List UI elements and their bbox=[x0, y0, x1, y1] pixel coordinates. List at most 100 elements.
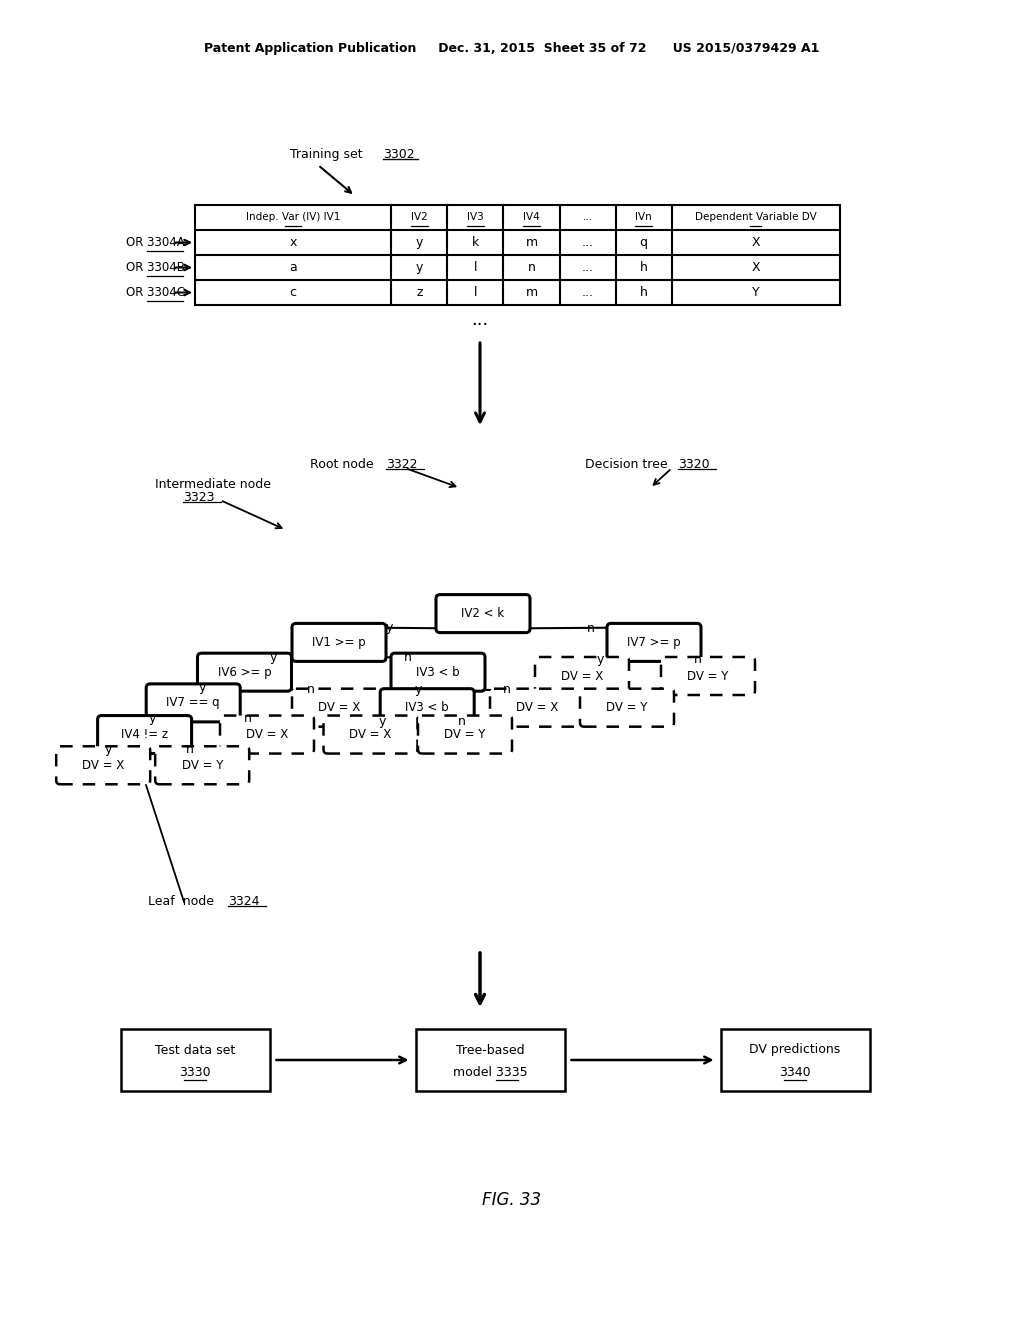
Text: 3320: 3320 bbox=[678, 458, 710, 471]
FancyBboxPatch shape bbox=[721, 1030, 869, 1092]
Text: 3324: 3324 bbox=[228, 895, 259, 908]
Text: y: y bbox=[416, 261, 423, 275]
FancyBboxPatch shape bbox=[56, 746, 151, 784]
Text: IV7 >= p: IV7 >= p bbox=[627, 636, 681, 649]
Text: 3323: 3323 bbox=[183, 491, 214, 504]
Text: h: h bbox=[640, 286, 647, 300]
Text: Training set: Training set bbox=[290, 148, 367, 161]
Text: Y: Y bbox=[752, 286, 760, 300]
Text: DV = X: DV = X bbox=[516, 701, 558, 714]
Text: y: y bbox=[415, 684, 422, 697]
Text: X: X bbox=[752, 261, 760, 275]
Text: IV4 != z: IV4 != z bbox=[121, 729, 168, 741]
Text: ...: ... bbox=[582, 261, 594, 275]
Text: Intermediate node: Intermediate node bbox=[155, 478, 271, 491]
Text: model 3335: model 3335 bbox=[453, 1065, 527, 1078]
Text: IV3: IV3 bbox=[467, 213, 483, 223]
Text: DV = Y: DV = Y bbox=[606, 701, 648, 714]
Text: n: n bbox=[587, 622, 595, 635]
Text: DV predictions: DV predictions bbox=[750, 1044, 841, 1056]
FancyBboxPatch shape bbox=[607, 623, 701, 661]
FancyBboxPatch shape bbox=[146, 684, 241, 722]
Text: X: X bbox=[752, 236, 760, 249]
FancyBboxPatch shape bbox=[198, 653, 292, 692]
Text: DV = X: DV = X bbox=[561, 669, 603, 682]
Text: OR 3304C: OR 3304C bbox=[126, 286, 185, 300]
Text: ...: ... bbox=[582, 236, 594, 249]
FancyBboxPatch shape bbox=[391, 653, 485, 692]
Text: FIG. 33: FIG. 33 bbox=[482, 1191, 542, 1209]
Text: IV3 < b: IV3 < b bbox=[416, 665, 460, 678]
Text: DV = Y: DV = Y bbox=[444, 729, 485, 741]
FancyBboxPatch shape bbox=[436, 594, 530, 632]
Text: a: a bbox=[289, 261, 297, 275]
Text: IV7 == q: IV7 == q bbox=[166, 697, 220, 709]
Text: Dependent Variable DV: Dependent Variable DV bbox=[695, 213, 817, 223]
FancyBboxPatch shape bbox=[156, 746, 249, 784]
Text: Decision tree: Decision tree bbox=[585, 458, 672, 471]
Text: Tree-based: Tree-based bbox=[456, 1044, 524, 1056]
Text: Indep. Var (IV) IV1: Indep. Var (IV) IV1 bbox=[246, 213, 340, 223]
Text: 3330: 3330 bbox=[179, 1065, 211, 1078]
Text: y: y bbox=[199, 681, 206, 694]
Text: DV = X: DV = X bbox=[82, 759, 124, 772]
Text: 3302: 3302 bbox=[383, 148, 415, 161]
Text: DV = X: DV = X bbox=[317, 701, 360, 714]
FancyBboxPatch shape bbox=[490, 689, 584, 727]
FancyBboxPatch shape bbox=[380, 689, 474, 727]
FancyBboxPatch shape bbox=[220, 715, 314, 754]
Text: DV = Y: DV = Y bbox=[181, 759, 223, 772]
Text: y: y bbox=[386, 622, 393, 635]
Text: Root node: Root node bbox=[310, 458, 378, 471]
Text: OR 3304A: OR 3304A bbox=[126, 236, 185, 249]
Text: z: z bbox=[416, 286, 423, 300]
FancyBboxPatch shape bbox=[535, 657, 629, 696]
Text: IV3 < b: IV3 < b bbox=[406, 701, 449, 714]
Text: y: y bbox=[104, 743, 112, 756]
Text: m: m bbox=[525, 286, 538, 300]
Text: y: y bbox=[416, 236, 423, 249]
Text: n: n bbox=[458, 714, 466, 727]
Text: Patent Application Publication     Dec. 31, 2015  Sheet 35 of 72      US 2015/03: Patent Application Publication Dec. 31, … bbox=[205, 42, 819, 55]
FancyBboxPatch shape bbox=[418, 715, 512, 754]
Text: y: y bbox=[597, 652, 604, 665]
Text: q: q bbox=[640, 236, 648, 249]
Text: IV4: IV4 bbox=[523, 213, 540, 223]
Text: y: y bbox=[378, 714, 386, 727]
Text: IV2 < k: IV2 < k bbox=[462, 607, 505, 620]
Text: ...: ... bbox=[471, 312, 488, 329]
Text: n: n bbox=[244, 713, 252, 725]
Text: ...: ... bbox=[583, 213, 593, 223]
Text: n: n bbox=[503, 684, 510, 697]
Text: ...: ... bbox=[582, 286, 594, 300]
Text: IVn: IVn bbox=[635, 213, 652, 223]
Text: OR 3304B: OR 3304B bbox=[126, 261, 185, 275]
Text: n: n bbox=[527, 261, 536, 275]
Text: n: n bbox=[403, 651, 412, 664]
Text: 3340: 3340 bbox=[779, 1065, 811, 1078]
Text: Test data set: Test data set bbox=[155, 1044, 236, 1056]
Text: l: l bbox=[474, 261, 477, 275]
Text: DV = X: DV = X bbox=[246, 729, 288, 741]
FancyBboxPatch shape bbox=[121, 1030, 269, 1092]
FancyBboxPatch shape bbox=[324, 715, 418, 754]
FancyBboxPatch shape bbox=[580, 689, 674, 727]
FancyBboxPatch shape bbox=[292, 623, 386, 661]
FancyBboxPatch shape bbox=[416, 1030, 564, 1092]
Text: IV2: IV2 bbox=[411, 213, 428, 223]
Text: DV = X: DV = X bbox=[349, 729, 391, 741]
Text: m: m bbox=[525, 236, 538, 249]
Text: Leaf  node: Leaf node bbox=[148, 895, 218, 908]
Text: DV = Y: DV = Y bbox=[687, 669, 729, 682]
Text: IV6 >= p: IV6 >= p bbox=[218, 665, 271, 678]
Text: k: k bbox=[472, 236, 479, 249]
Text: 3322: 3322 bbox=[386, 458, 418, 471]
Text: l: l bbox=[474, 286, 477, 300]
FancyBboxPatch shape bbox=[292, 689, 386, 727]
Text: n: n bbox=[694, 652, 701, 665]
FancyBboxPatch shape bbox=[97, 715, 191, 754]
Text: h: h bbox=[640, 261, 647, 275]
Text: n: n bbox=[306, 684, 314, 697]
FancyBboxPatch shape bbox=[662, 657, 755, 696]
Text: n: n bbox=[186, 743, 195, 756]
